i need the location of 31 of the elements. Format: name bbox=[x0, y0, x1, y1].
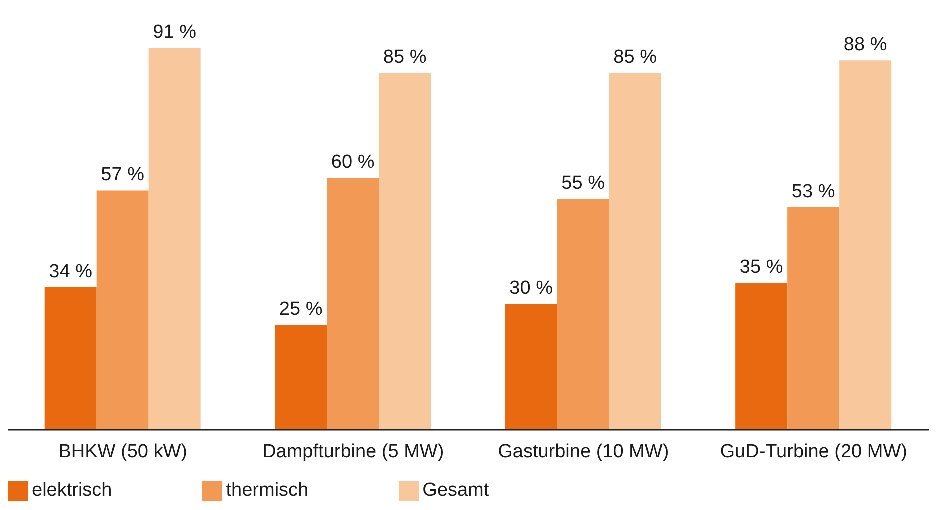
data-label: 34 % bbox=[49, 261, 93, 282]
data-label: 35 % bbox=[740, 257, 784, 278]
x-tick-label: Gasturbine (10 MW) bbox=[498, 441, 670, 462]
bar bbox=[609, 73, 662, 430]
bar bbox=[148, 48, 201, 430]
data-label: 91 % bbox=[153, 22, 197, 43]
data-label: 30 % bbox=[510, 278, 554, 300]
bar bbox=[505, 304, 558, 430]
legend-label: thermisch bbox=[226, 480, 309, 501]
data-label: 55 % bbox=[562, 173, 606, 194]
bar bbox=[379, 73, 432, 430]
bar bbox=[840, 60, 892, 430]
bar bbox=[557, 199, 610, 430]
bar bbox=[275, 325, 328, 430]
data-label: 60 % bbox=[331, 152, 375, 174]
x-tick-label: GuD-Turbine (20 MW) bbox=[720, 441, 908, 462]
legend-label: elektrisch bbox=[32, 480, 112, 501]
x-tick-label: Dampfturbine (5 MW) bbox=[262, 441, 444, 462]
bar bbox=[327, 178, 380, 430]
data-label: 85 % bbox=[614, 47, 658, 68]
data-label: 57 % bbox=[101, 164, 145, 186]
bar bbox=[44, 287, 97, 430]
data-label: 88 % bbox=[844, 34, 888, 56]
data-label: 53 % bbox=[792, 182, 836, 203]
bar bbox=[96, 190, 149, 430]
data-label: 25 % bbox=[279, 299, 323, 320]
data-label: 85 % bbox=[383, 47, 427, 68]
bar bbox=[788, 208, 840, 430]
bar bbox=[736, 283, 788, 430]
x-tick-label: BHKW (50 kW) bbox=[58, 441, 188, 462]
legend-label: Gesamt bbox=[422, 480, 490, 501]
